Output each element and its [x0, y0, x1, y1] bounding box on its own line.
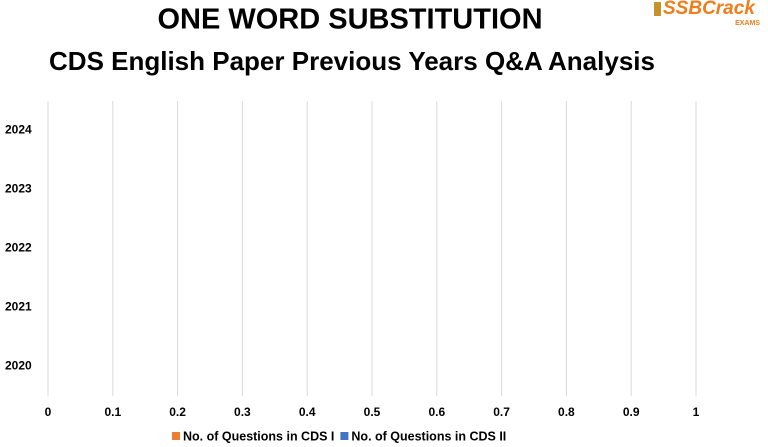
chart-title: ONE WORD SUBSTITUTION [157, 4, 542, 36]
x-tick-label: 0.9 [623, 405, 640, 419]
legend-label: No. of Questions in CDS II [351, 429, 506, 443]
logo-sub: EXAMS [735, 20, 760, 27]
legend-swatch [172, 432, 180, 440]
y-tick-label: 2022 [5, 241, 32, 255]
x-tick-label: 0.1 [104, 405, 121, 419]
logo: SSBCrack [663, 0, 756, 19]
chart-subtitle: CDS English Paper Previous Years Q&A Ana… [49, 46, 655, 76]
x-tick-label: 0.4 [299, 405, 316, 419]
x-tick-label: 0.2 [169, 405, 186, 419]
x-tick-label: 0.5 [364, 405, 381, 419]
logo-icon [654, 2, 661, 16]
y-tick-label: 2023 [5, 182, 32, 196]
x-tick-label: 0 [45, 405, 52, 419]
x-tick-label: 0.7 [493, 405, 510, 419]
y-tick-label: 2020 [5, 359, 32, 373]
x-tick-label: 0.3 [234, 405, 251, 419]
y-tick-label: 2024 [5, 123, 32, 137]
legend-label: No. of Questions in CDS I [183, 429, 334, 443]
x-tick-label: 0.6 [428, 405, 445, 419]
x-tick-label: 1 [693, 405, 700, 419]
y-tick-label: 2021 [5, 300, 32, 314]
x-tick-label: 0.8 [558, 405, 575, 419]
legend-swatch [340, 432, 349, 440]
